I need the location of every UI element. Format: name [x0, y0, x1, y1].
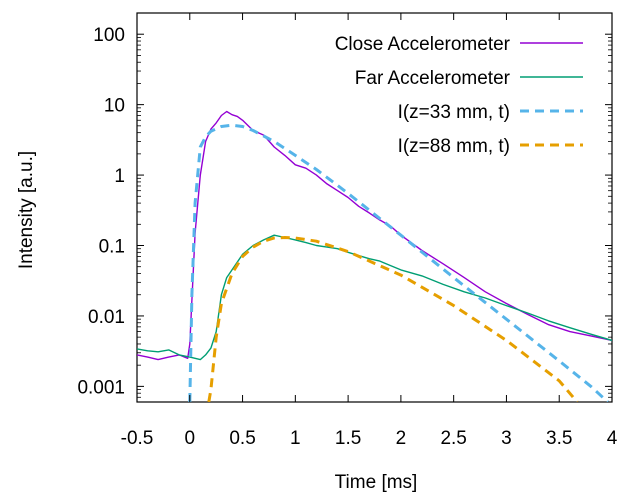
- y-tick-label: 0.1: [99, 237, 125, 258]
- x-tick-label: -0.5: [121, 428, 154, 449]
- series-layer: [137, 110, 612, 402]
- series-line-2: [137, 234, 612, 361]
- legend: Close Accelerometer Far Accelerometer I(z=…: [335, 34, 583, 157]
- y-tick-label: 0.001: [77, 377, 125, 398]
- series-line-4: [207, 236, 579, 402]
- x-tick-label: 4: [607, 428, 618, 449]
- legend-label: Close Accelerometer: [335, 34, 511, 55]
- y-tick-label: 10: [104, 96, 125, 117]
- legend-label: I(z=33 mm, t): [398, 102, 510, 123]
- y-tick-label: 0.01: [88, 307, 125, 328]
- x-tick-label: 2.5: [440, 428, 466, 449]
- y-tick-label: 100: [93, 25, 125, 46]
- x-tick-label: 2: [396, 428, 407, 449]
- x-tick-label: 0.5: [229, 428, 255, 449]
- x-tick-label: 3: [501, 428, 512, 449]
- y-tick-label: 1: [114, 166, 125, 187]
- y-axis-title: Intensity [a.u.]: [16, 151, 37, 269]
- x-tick-label: 1.5: [335, 428, 361, 449]
- ticks-layer: -0.5 0 0.5 1 1.5 2 2.5 3 3.5 4 0.001 0.01 0.1 1 10 100: [77, 12, 618, 449]
- series-line-1: [137, 110, 612, 361]
- plot-frame: [136, 12, 613, 403]
- x-axis-title: Time [ms]: [335, 472, 418, 493]
- legend-label: Far Accelerometer: [355, 68, 511, 89]
- x-tick-label: 0: [184, 428, 195, 449]
- x-tick-label: 1: [290, 428, 301, 449]
- legend-label: I(z=88 mm, t): [398, 136, 510, 157]
- series-line-3: [188, 123, 609, 402]
- x-tick-label: 3.5: [546, 428, 572, 449]
